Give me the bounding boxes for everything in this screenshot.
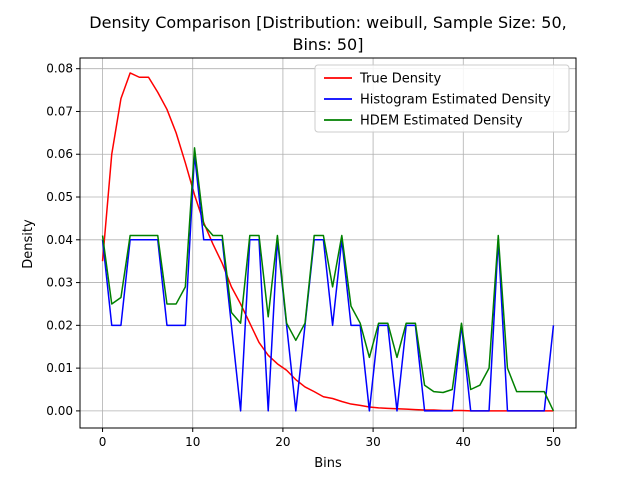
y-tick-label: 0.06	[46, 147, 73, 161]
y-tick-label: 0.00	[46, 404, 73, 418]
legend-label: True Density	[359, 72, 441, 87]
plot-lines	[101, 72, 555, 412]
legend-box	[314, 64, 570, 133]
series-line-histogram-estimated-density	[101, 153, 555, 412]
y-tick-label: 0.05	[46, 190, 73, 204]
x-axis-label: Bins	[314, 456, 342, 471]
chart-title: Density Comparison [Distribution: weibul…	[89, 13, 566, 32]
x-tick-label: 40	[456, 435, 471, 449]
x-tick-label: 0	[99, 435, 107, 449]
x-tick-label: 50	[546, 435, 561, 449]
y-axis-label: Density	[21, 219, 36, 269]
plot-frame	[79, 57, 577, 429]
y-tick-label: 0.01	[46, 361, 73, 375]
x-tick-label: 20	[275, 435, 290, 449]
legend: True Density Histogram Estimated Density H…	[314, 64, 570, 133]
y-tick-label: 0.03	[46, 276, 73, 290]
y-tick-label: 0.04	[46, 233, 73, 247]
y-tick-label: 0.07	[46, 104, 73, 118]
chart-title-line-2: Bins: 50]	[293, 35, 364, 54]
y-tick-label: 0.08	[46, 62, 73, 76]
axis-ticks: 0 10 20 30 40 50 0.00 0.01 0.02 0.03 0.04 0.05 0.06 0…	[46, 62, 561, 449]
series-line-hdem-estimated-density	[101, 147, 555, 412]
legend-label: HDEM Estimated Density	[360, 114, 523, 129]
x-tick-label: 10	[185, 435, 200, 449]
y-tick-label: 0.02	[46, 318, 73, 332]
x-tick-label: 30	[365, 435, 380, 449]
legend-label: Histogram Estimated Density	[360, 93, 551, 108]
